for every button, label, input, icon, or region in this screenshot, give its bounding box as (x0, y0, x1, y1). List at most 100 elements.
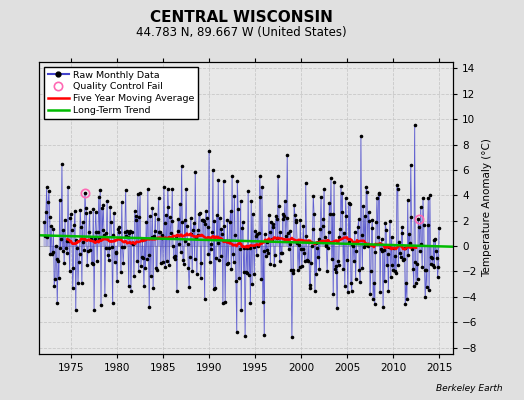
Point (216, 252, 225, 259)
Point (158, 232, 167, 239)
Point (265, 212, 273, 218)
Point (268, 221, 277, 227)
Point (311, 240, 320, 247)
Point (49, 248, 57, 255)
Point (124, 234, 132, 240)
Point (189, 226, 197, 233)
Point (430, 237, 438, 243)
Point (301, 180, 310, 186)
Point (86, 247, 94, 253)
Point (347, 280, 355, 287)
Point (264, 250, 272, 256)
Point (46, 250, 54, 257)
Point (260, 332, 268, 338)
Point (394, 186, 402, 192)
Point (257, 276, 266, 282)
Point (40, 218, 49, 225)
Point (398, 224, 407, 230)
Point (114, 224, 123, 230)
Point (56, 197, 64, 203)
Point (228, 173, 236, 180)
Point (170, 254, 178, 260)
Point (323, 267, 331, 274)
Point (213, 240, 222, 246)
Point (150, 228, 159, 234)
Point (292, 219, 301, 225)
Point (170, 256, 179, 262)
Point (133, 257, 141, 264)
Point (374, 234, 382, 240)
Point (400, 245, 409, 251)
Point (234, 206, 243, 212)
Point (416, 248, 424, 254)
Point (360, 244, 368, 250)
Point (333, 304, 341, 311)
Point (179, 257, 187, 264)
Point (434, 264, 442, 270)
Point (420, 222, 428, 228)
Point (102, 245, 110, 252)
Point (160, 184, 168, 190)
Point (85, 209, 94, 216)
Point (195, 211, 203, 218)
Point (253, 252, 261, 258)
Point (115, 229, 124, 236)
Point (384, 287, 392, 294)
Point (255, 230, 263, 236)
Point (205, 148, 213, 154)
Point (377, 236, 386, 242)
Point (281, 198, 289, 204)
Point (127, 287, 135, 294)
Point (50, 283, 59, 290)
Point (417, 240, 425, 247)
Point (203, 224, 212, 231)
Point (319, 223, 327, 229)
Point (120, 244, 128, 250)
Point (122, 187, 130, 193)
Text: Berkeley Earth: Berkeley Earth (436, 384, 503, 393)
Point (339, 190, 347, 196)
Point (228, 251, 237, 257)
Point (181, 238, 190, 244)
Point (134, 191, 142, 197)
Point (129, 241, 137, 247)
Point (99, 202, 107, 209)
Point (367, 268, 375, 274)
Point (377, 246, 385, 252)
Point (214, 177, 223, 183)
Point (177, 248, 185, 255)
Point (178, 218, 187, 225)
Point (223, 261, 231, 267)
Point (267, 218, 276, 225)
Point (276, 228, 285, 235)
Point (61, 245, 70, 251)
Point (75, 251, 84, 258)
Point (412, 279, 420, 286)
Point (357, 132, 365, 139)
Point (293, 240, 301, 246)
Point (157, 235, 166, 241)
Point (286, 228, 294, 234)
Point (94, 194, 103, 200)
Point (47, 223, 56, 229)
Point (59, 248, 67, 254)
Point (407, 214, 416, 220)
Point (43, 234, 51, 240)
Point (190, 220, 198, 226)
Point (171, 253, 180, 259)
Point (367, 225, 376, 231)
Point (318, 238, 326, 244)
Point (379, 304, 387, 311)
Point (114, 226, 122, 232)
Point (403, 196, 412, 203)
Point (373, 194, 381, 201)
Point (240, 245, 248, 252)
Point (237, 306, 245, 313)
Point (315, 266, 324, 272)
Point (180, 217, 189, 223)
Point (211, 285, 220, 291)
Point (92, 228, 101, 235)
Point (350, 258, 358, 265)
Point (140, 236, 149, 242)
Point (90, 306, 99, 313)
